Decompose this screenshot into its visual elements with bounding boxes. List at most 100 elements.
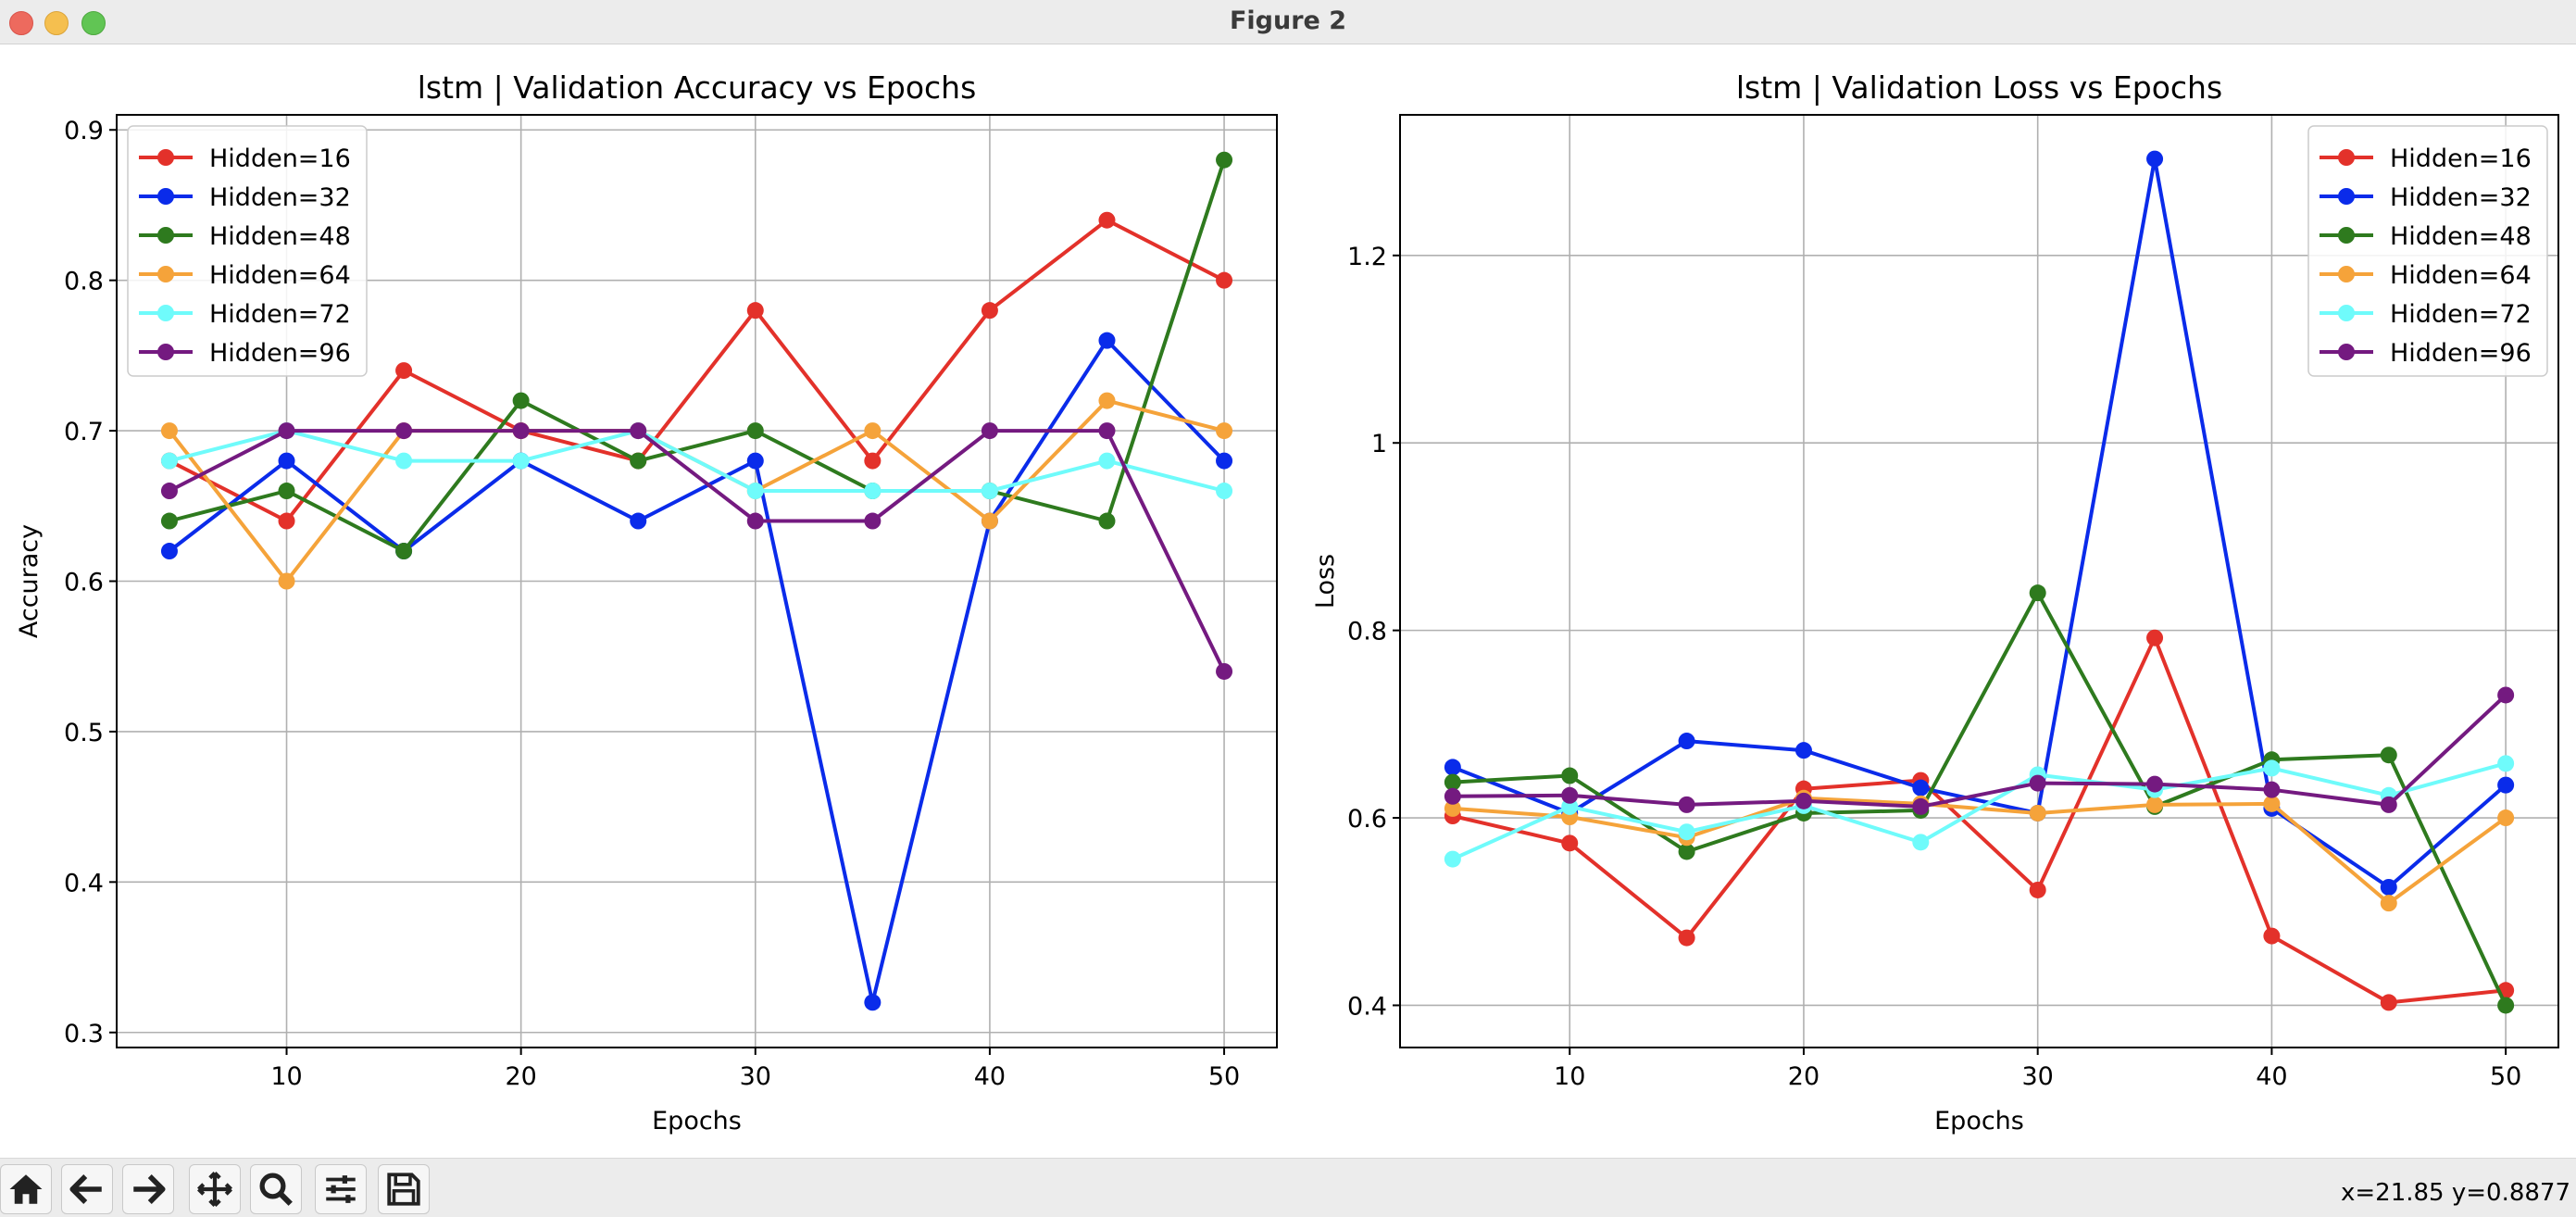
data-point [1678,796,1695,813]
window-titlebar: Figure 2 [0,0,2576,44]
data-point [746,422,764,440]
configure-subplots-icon [326,1175,356,1203]
minimize-window-button[interactable] [44,11,69,35]
data-point [1216,662,1233,680]
legend-label: Hidden=64 [209,261,351,290]
data-point [512,422,530,440]
data-point [2380,878,2397,896]
data-point [1216,151,1233,169]
data-point [981,483,998,500]
data-point [2146,775,2164,793]
series-hidden-32 [160,332,1233,1011]
y-tick-label: 0.4 [64,869,104,897]
data-point [1098,211,1116,229]
series-line [169,429,1225,493]
data-point [395,362,413,380]
data-point [981,512,998,530]
pan-button[interactable] [189,1164,241,1214]
x-tick-label: 50 [1208,1062,1240,1091]
zoom-button[interactable] [250,1164,302,1214]
data-point [630,452,647,470]
x-tick-label: 40 [974,1062,1006,1091]
data-point [1561,767,1579,784]
pan-icon [197,1172,232,1207]
chart-2: 10 20 30 40 50 0.4 0.6 0.8 1 1.2 lstm | Validation… [1311,69,2559,1135]
legend-item: Hidden=64 [2320,261,2532,290]
data-point [1444,850,1461,868]
cursor-coordinates: x=21.85 y=0.8877 [2340,1179,2570,1207]
data-point [1912,834,1930,851]
data-point [630,422,647,440]
y-tick-label: 1 [1371,430,1387,458]
data-point [160,543,178,560]
series-hidden-16 [1444,629,2515,1011]
x-tick-label: 20 [505,1062,536,1091]
maximize-window-button[interactable] [81,11,106,35]
y-tick-label: 1.2 [1347,243,1387,271]
forward-button[interactable] [122,1164,174,1214]
x-tick-label: 10 [1554,1062,1585,1091]
chart-title: lstm | Validation Accuracy vs Epochs [418,69,977,106]
data-point [395,543,413,560]
data-point [981,302,998,320]
legend-item: Hidden=64 [139,261,351,290]
data-point [2029,804,2046,822]
data-point [1098,332,1116,349]
y-tick-label: 0.3 [64,1020,104,1048]
home-button[interactable] [0,1164,52,1214]
configure-subplots-button[interactable] [315,1164,367,1214]
home-icon [9,1174,43,1204]
x-tick-label: 30 [2022,1062,2054,1091]
x-axis-label: Epochs [652,1107,742,1135]
data-point [1678,823,1695,841]
data-point [278,572,295,590]
data-point [2146,796,2164,813]
data-point [746,302,764,320]
data-point [2263,795,2281,812]
legend-marker [2338,188,2355,205]
data-point [864,512,882,530]
data-point [1794,792,1812,809]
data-point [1444,759,1461,776]
close-window-button[interactable] [9,11,33,35]
legend-item: Hidden=48 [2320,222,2532,251]
data-point [746,452,764,470]
data-point [2497,686,2515,704]
data-point [1098,512,1116,530]
y-axis-label: Accuracy [15,524,44,638]
data-point [160,483,178,500]
data-point [1678,733,1695,750]
data-point [630,512,647,530]
data-point [2146,150,2164,168]
legend: Hidden=16 Hidden=32 Hidden=48 Hidden=64 Hidd… [2307,125,2548,377]
data-point [864,452,882,470]
back-button[interactable] [61,1164,113,1214]
y-axis-label: Loss [1311,554,1340,608]
legend-item: Hidden=96 [139,339,351,368]
legend-marker [157,188,174,205]
legend-label: Hidden=32 [209,183,351,212]
legend-item: Hidden=72 [2320,300,2532,329]
x-axis-label: Epochs [1934,1107,2024,1135]
y-tick-label: 0.6 [64,569,104,597]
chart-1: 10 20 30 40 50 0.3 0.4 0.5 0.6 0.7 0.8 0.9 lstm | Va… [15,69,1278,1135]
data-point [746,512,764,530]
x-tick-label: 50 [2490,1062,2521,1091]
data-point [1444,799,1461,817]
legend-label: Hidden=96 [2390,339,2532,368]
y-tick-label: 0.6 [1347,805,1387,834]
figure-canvas: 10 20 30 40 50 0.3 0.4 0.5 0.6 0.7 0.8 0.9 lstm | Va… [15,69,2559,1135]
legend-label: Hidden=16 [209,144,351,173]
y-tick-label: 0.4 [1347,992,1387,1021]
data-point [2380,796,2397,813]
legend-label: Hidden=96 [209,339,351,368]
data-point [278,422,295,440]
x-tick-label: 40 [2256,1062,2287,1091]
x-tick-label: 30 [740,1062,771,1091]
data-point [160,452,178,470]
legend-marker [157,227,174,244]
save-button[interactable] [378,1164,430,1214]
legend-marker [157,344,174,360]
legend-label: Hidden=16 [2390,144,2532,173]
legend: Hidden=16 Hidden=32 Hidden=48 Hidden=64 Hidd… [127,125,368,377]
